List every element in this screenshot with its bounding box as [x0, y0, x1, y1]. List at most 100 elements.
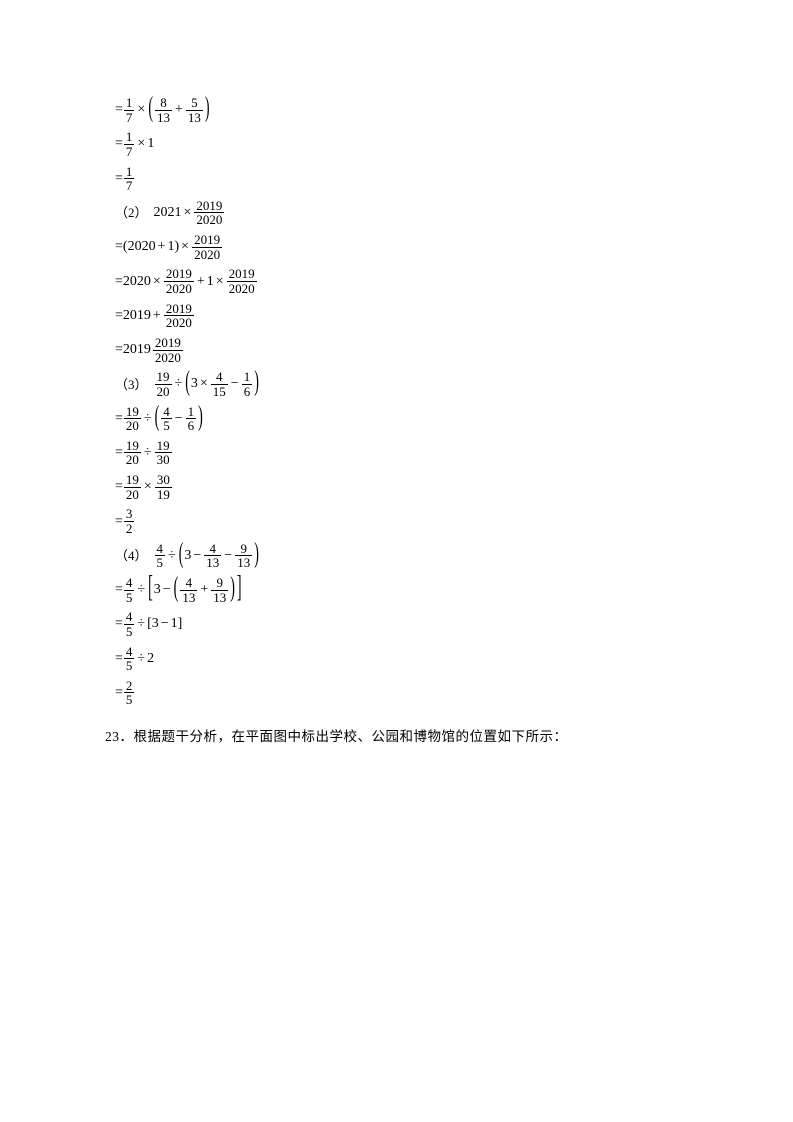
math-line: = 2020×20192020+1×20192020	[115, 267, 793, 295]
operator: ÷	[168, 549, 176, 563]
equals-sign: =	[115, 515, 123, 529]
fraction: 513	[186, 96, 203, 124]
right-paren: )	[254, 542, 259, 570]
operator: ×	[144, 480, 152, 494]
left-paren: (	[148, 96, 153, 124]
left-paren: (	[185, 370, 190, 398]
equals-sign: =	[115, 446, 123, 460]
math-line: = 17×1	[115, 130, 793, 158]
fraction: 1930	[155, 439, 172, 467]
fraction: 3019	[155, 473, 172, 501]
operator: ÷	[175, 377, 183, 391]
math-line: = 32	[115, 507, 793, 535]
problem-header: （4）45÷(3−413−913)	[115, 542, 793, 570]
fraction: 1920	[124, 439, 141, 467]
fraction: 1920	[124, 405, 141, 433]
operator: ÷	[137, 652, 145, 666]
math-line: = 201920192020	[115, 336, 793, 364]
math-content: = 17×(813+513)= 17×1= 17（2）2021×20192020…	[115, 96, 793, 707]
fraction: 20192020	[227, 267, 257, 295]
equals-sign: =	[115, 275, 123, 289]
fraction: 813	[155, 96, 172, 124]
fraction: 32	[124, 507, 135, 535]
operator: ÷	[144, 412, 152, 426]
fraction: 25	[124, 679, 135, 707]
fraction: 45	[155, 542, 166, 570]
equals-sign: =	[115, 309, 123, 323]
fraction: 20192020	[194, 199, 224, 227]
equals-sign: =	[115, 343, 123, 357]
fraction: 20192020	[164, 267, 194, 295]
fraction: 20192020	[192, 233, 222, 261]
equals-sign: =	[115, 686, 123, 700]
math-line: = 1920÷1930	[115, 439, 793, 467]
problem-label: （3）	[115, 378, 148, 391]
fraction: 45	[124, 576, 135, 604]
equals-sign: =	[115, 103, 123, 117]
number: 2021	[154, 206, 182, 220]
math-line: = 45÷[3−1]	[115, 610, 793, 638]
right-paren: )	[205, 96, 210, 124]
fraction: 413	[180, 576, 197, 604]
equals-sign: =	[115, 583, 123, 597]
fraction: 17	[124, 130, 135, 158]
operator: ×	[181, 240, 189, 254]
operator: +	[200, 583, 208, 597]
number: 1	[147, 137, 154, 151]
equals-sign: =	[115, 172, 123, 186]
number: 1	[167, 240, 174, 254]
problem-header: （2）2021×20192020	[115, 199, 793, 227]
operator: −	[161, 617, 169, 631]
number: 2	[147, 652, 154, 666]
operator: ×	[153, 275, 161, 289]
operator: −	[175, 412, 183, 426]
page-root: = 17×(813+513)= 17×1= 17（2）2021×20192020…	[0, 0, 793, 1122]
fraction: 17	[124, 96, 135, 124]
fraction: 20192020	[153, 336, 183, 364]
equals-sign: =	[115, 652, 123, 666]
fraction: 913	[235, 542, 252, 570]
fraction: 913	[211, 576, 228, 604]
fraction: 16	[186, 405, 197, 433]
equals-sign: =	[115, 240, 123, 254]
right-paren: )	[254, 370, 259, 398]
operator: +	[175, 103, 183, 117]
whole-part: 2019	[123, 343, 151, 357]
number: 3	[154, 583, 161, 597]
mixed-number: 201920192020	[123, 336, 184, 364]
right-paren: )	[198, 405, 203, 433]
fraction: 413	[204, 542, 221, 570]
operator: ×	[216, 275, 224, 289]
left-bracket: [	[148, 575, 153, 606]
number: 3	[152, 617, 159, 631]
math-line: = 45÷2	[115, 645, 793, 673]
operator: +	[197, 275, 205, 289]
operator: ÷	[137, 583, 145, 597]
fraction: 415	[211, 370, 228, 398]
equals-sign: =	[115, 480, 123, 494]
operator: ×	[137, 103, 145, 117]
math-line: = 17×(813+513)	[115, 96, 793, 124]
fraction: 45	[161, 405, 172, 433]
fraction: 45	[124, 645, 135, 673]
right-paren: )	[230, 576, 235, 604]
problem-label: （2）	[115, 206, 148, 219]
math-line: = 2019+20192020	[115, 302, 793, 330]
number: 2019	[123, 309, 151, 323]
right-bracket: ]	[237, 575, 242, 606]
right-bracket: ]	[178, 617, 183, 631]
problem-label: （4）	[115, 549, 148, 562]
number: 1	[171, 617, 178, 631]
operator: −	[163, 583, 171, 597]
problem-header: （3）1920÷(3×415−16)	[115, 370, 793, 398]
number: 2020	[128, 240, 156, 254]
equals-sign: =	[115, 137, 123, 151]
number: 2020	[123, 275, 151, 289]
fraction: 1920	[155, 370, 172, 398]
operator: +	[158, 240, 166, 254]
math-line: = 1920÷(45−16)	[115, 405, 793, 433]
math-line: = 25	[115, 679, 793, 707]
number: 3	[191, 377, 198, 391]
operator: ×	[200, 377, 208, 391]
math-line: = 17	[115, 165, 793, 193]
